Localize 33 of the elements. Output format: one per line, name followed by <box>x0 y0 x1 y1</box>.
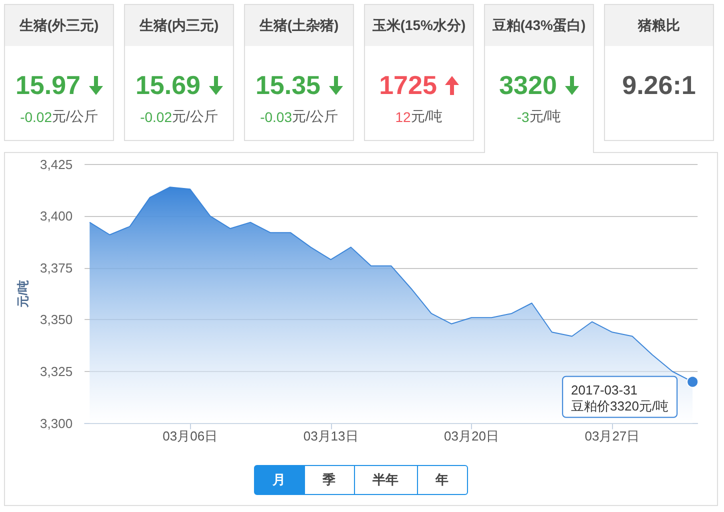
category-label: 生猪(内三元) <box>125 5 233 46</box>
y-tick-label: 3,375 <box>40 260 73 276</box>
x-tick-label: 03月20日 <box>444 428 499 444</box>
category-label: 生猪(土杂猪) <box>245 5 353 46</box>
category-label: 生猪(外三元) <box>5 5 113 46</box>
text: 9.26:1 <box>622 70 696 100</box>
text: 猪粮比 <box>605 5 713 46</box>
data-label: 12 <box>395 109 411 125</box>
category-label: 玉米(15%水分) <box>365 5 473 46</box>
text: 元/公斤 <box>292 108 338 126</box>
range-button[interactable]: 年 <box>416 465 468 495</box>
y-tick-label: 3,350 <box>40 312 73 328</box>
range-button[interactable]: 半年 <box>354 465 418 495</box>
data-label: -0.02 <box>20 109 52 125</box>
y-axis-title: 元/吨 <box>16 280 30 308</box>
y-tick-label: 3,425 <box>40 156 73 172</box>
data-label: 1725 <box>379 70 437 100</box>
y-tick-label: 3,325 <box>40 364 73 379</box>
text: 元/吨 <box>410 108 443 126</box>
data-label: 15.35 <box>255 70 321 100</box>
data-label: 15.97 <box>15 70 81 100</box>
y-tick-label: 3,300 <box>40 416 73 431</box>
data-label: 15.69 <box>135 70 201 100</box>
y-tick-label: 3,400 <box>40 208 73 224</box>
x-tick-label: 03月13日 <box>303 428 358 444</box>
range-button[interactable]: 季 <box>304 465 354 495</box>
annotation: 2017-03-31 豆粕价3320元/吨 <box>571 382 669 414</box>
data-label: -0.03 <box>260 109 292 125</box>
text: 元/公斤 <box>172 108 218 126</box>
x-tick-label: 03月27日 <box>584 428 640 444</box>
x-tick-label: 03月06日 <box>162 428 218 444</box>
text: 元/公斤 <box>52 108 98 126</box>
data-label: -0.02 <box>140 109 172 125</box>
